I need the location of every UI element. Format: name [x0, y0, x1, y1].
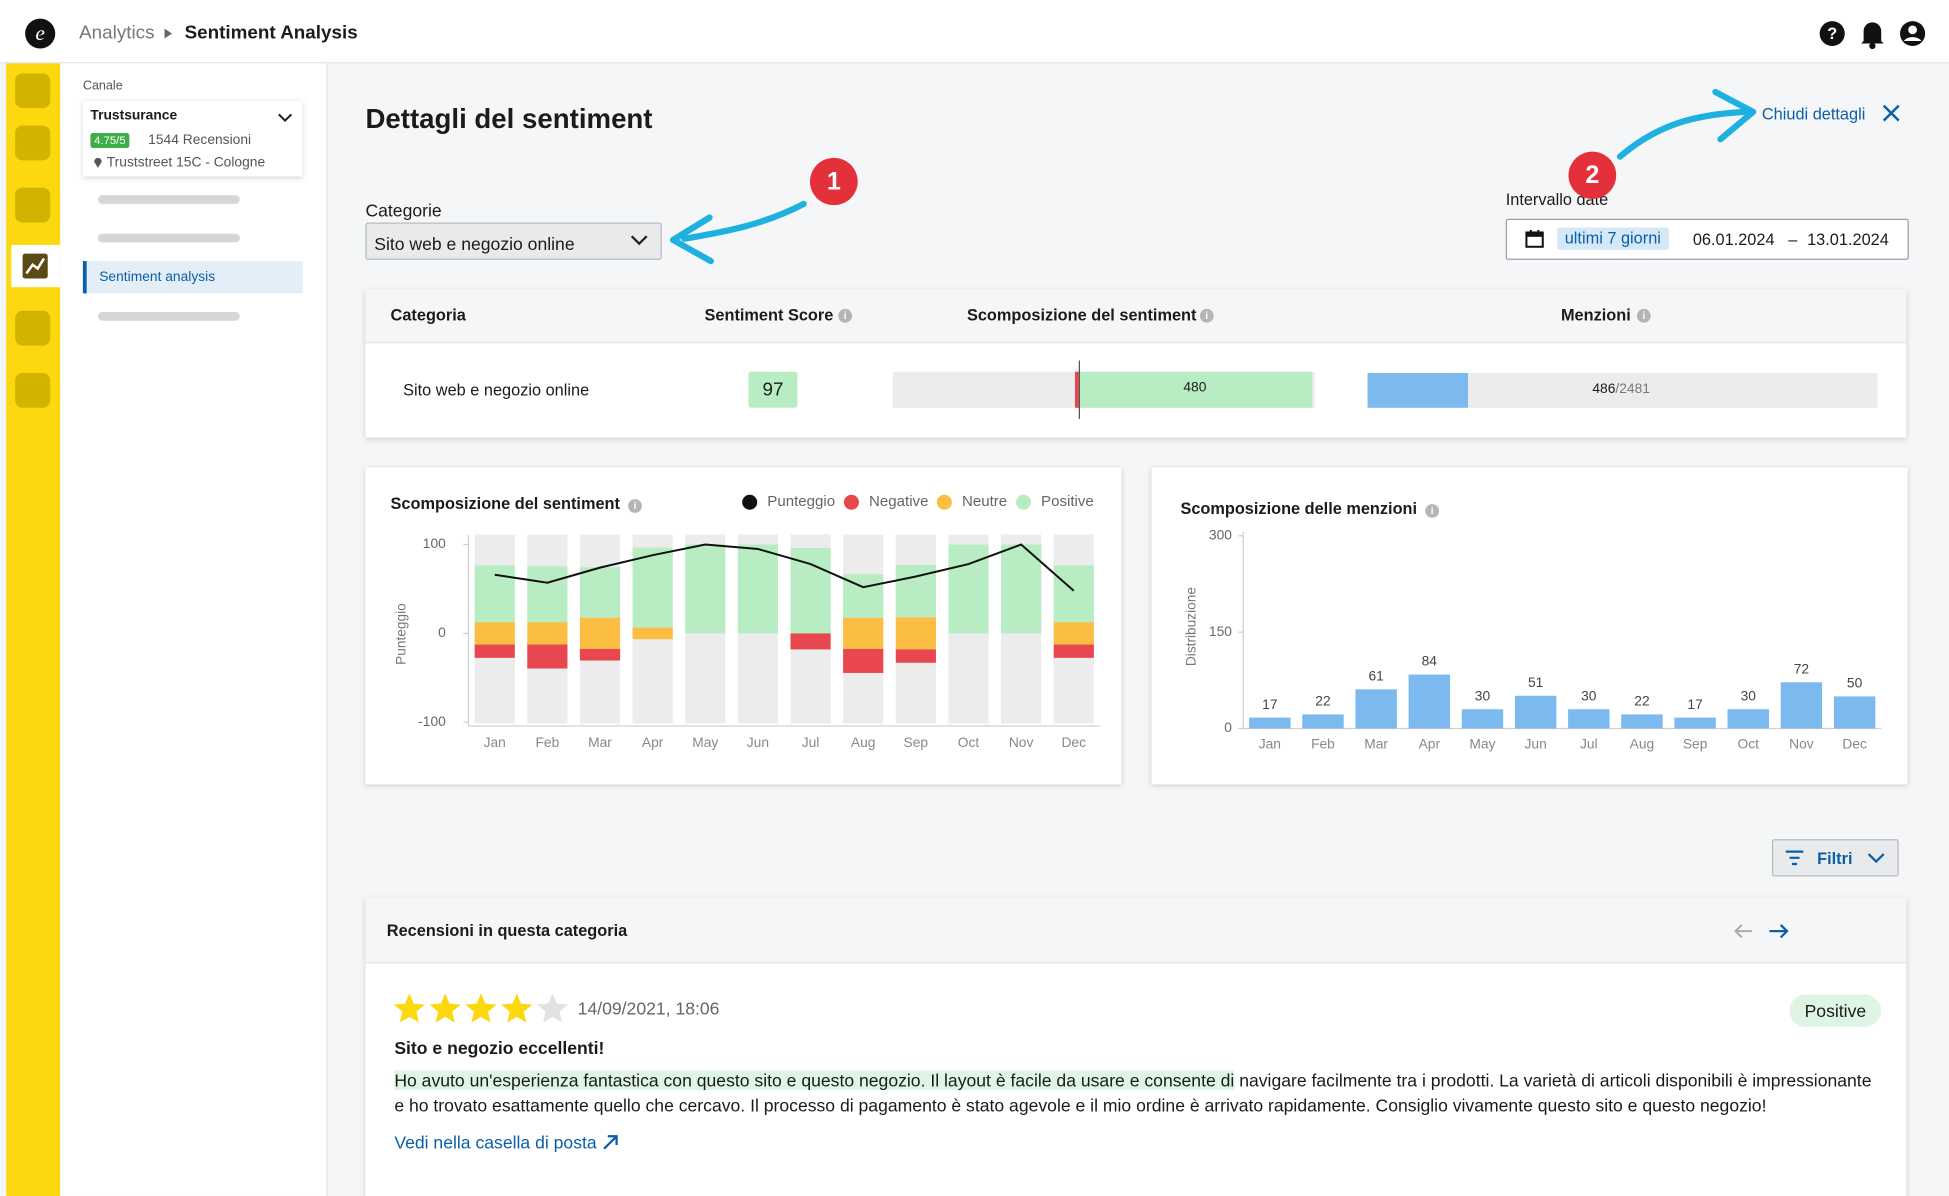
svg-text:e: e	[35, 21, 44, 45]
date-from[interactable]: 06.01.2024	[1692, 229, 1775, 249]
review-text: Ho avuto un'esperienza fantastica con qu…	[394, 1068, 1882, 1118]
column-header: Menzioni	[1560, 305, 1631, 325]
channel-label: Canale	[82, 79, 123, 94]
callout-number: 1	[827, 167, 841, 195]
nav-item[interactable]	[15, 187, 51, 223]
calendar-icon	[1525, 229, 1544, 248]
mentions-bar	[1367, 372, 1468, 408]
column-header: Categoria	[390, 305, 466, 325]
nav-placeholder	[97, 233, 240, 243]
nav-item-active[interactable]	[11, 244, 61, 288]
date-separator: –	[1788, 229, 1798, 249]
close-icon[interactable]	[1881, 103, 1901, 123]
sentiment-positive-label: 480	[1183, 380, 1207, 396]
filter-icon	[1785, 850, 1804, 866]
top-bar	[0, 0, 1949, 64]
breadcrumb-separator	[164, 28, 173, 39]
nav-item[interactable]	[15, 310, 51, 346]
nav-rail	[6, 63, 61, 1196]
category-select-value[interactable]: Sito web e negozio online	[374, 233, 575, 254]
channel-rating: 4.75/5	[90, 133, 130, 148]
category-select[interactable]	[365, 222, 662, 260]
nav-active[interactable]	[82, 261, 303, 294]
channel-name: Trustsurance	[90, 108, 178, 124]
review-link[interactable]: Vedi nella casella di posta	[394, 1132, 597, 1153]
callout-arrow-1	[669, 200, 807, 265]
breadcrumb-link[interactable]: Analytics	[79, 22, 155, 44]
account-icon[interactable]	[1900, 21, 1926, 46]
mentions-value: 486/2481	[1592, 382, 1650, 397]
callout-badge	[809, 157, 858, 206]
channel-reviews: 1544 Recensioni	[148, 133, 252, 148]
notification-icon[interactable]	[1861, 22, 1884, 50]
row-category: Sito web e negozio online	[403, 380, 590, 400]
channel-address: Truststreet 15C - Cologne	[106, 155, 266, 171]
callout-number: 2	[1585, 161, 1599, 189]
sentiment-chart-card	[365, 467, 1122, 785]
filters-label[interactable]: Filtri	[1817, 849, 1853, 868]
header-icons: ?	[1819, 21, 1926, 50]
review-text-rest: navigare facilmente tra i prodotti. La v…	[394, 1070, 1872, 1116]
pagination	[1734, 924, 1789, 939]
reviews-header	[365, 897, 1907, 964]
nav-placeholder	[97, 312, 240, 321]
mentions-total: /2481	[1615, 381, 1650, 397]
close-details[interactable]: Chiudi dettagli	[1761, 104, 1866, 124]
date-label: Intervallo date	[1505, 190, 1609, 209]
reviews-title: Recensioni in questa categoria	[386, 921, 628, 940]
nav-item[interactable]	[15, 372, 51, 408]
sentiment-score: 97	[748, 371, 798, 408]
channel-chevron[interactable]	[276, 112, 294, 124]
pin-icon	[94, 157, 102, 168]
mentions-count: 486	[1592, 381, 1616, 397]
page-title: Dettagli del sentiment	[365, 103, 653, 135]
svg-text:?: ?	[1827, 25, 1837, 43]
prev-page[interactable]	[1734, 924, 1752, 939]
date-preset[interactable]: ultimi 7 giorni	[1557, 227, 1669, 250]
filters-chevron[interactable]	[1866, 852, 1886, 864]
nav-item[interactable]	[15, 73, 51, 109]
nav-item[interactable]	[15, 125, 51, 161]
mentions-chart-card	[1151, 467, 1908, 785]
breadcrumb-current: Sentiment Analysis	[184, 22, 358, 44]
sentiment-positive-bar	[1077, 371, 1313, 408]
date-to[interactable]: 13.01.2024	[1807, 229, 1889, 249]
external-link-icon[interactable]	[602, 1134, 620, 1151]
help-icon[interactable]: ?	[1819, 21, 1845, 46]
select-chevron[interactable]	[629, 234, 649, 248]
review-date: 14/09/2021, 18:06	[577, 998, 720, 1019]
callout-arrow-2	[1616, 88, 1757, 160]
review-highlight: Ho avuto un'esperienza fantastica con qu…	[394, 1070, 1235, 1091]
logo[interactable]: e	[24, 17, 57, 49]
next-page[interactable]	[1769, 924, 1789, 939]
nav-placeholder	[97, 195, 240, 204]
sentiment-negative-bar	[1074, 371, 1079, 408]
review-sentiment: Positive	[1789, 994, 1882, 1027]
review-heading: Sito e negozio eccellenti!	[394, 1038, 605, 1058]
nav-active-label[interactable]: Sentiment analysis	[99, 269, 216, 285]
column-header: Scomposizione del sentiment	[966, 305, 1197, 325]
sentiment-zero-line	[1078, 360, 1080, 419]
sidebar	[60, 63, 328, 1196]
category-label: Categorie	[365, 200, 442, 221]
column-header: Sentiment Score	[704, 305, 834, 325]
